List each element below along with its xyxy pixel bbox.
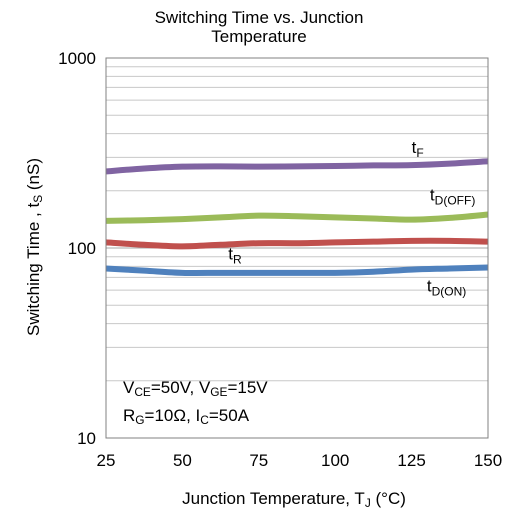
x-tick-label: 75 <box>249 451 268 470</box>
series-label-f: tF <box>412 138 424 160</box>
series-labels: tF tD(OFF) tR tD(ON) <box>228 138 475 298</box>
series-line-f <box>105 158 489 175</box>
plot-frame <box>105 57 489 439</box>
cond-rg-tail: =10Ω, <box>144 406 196 425</box>
cond-ic-tail: =50A <box>208 406 250 425</box>
series-label-doff: tD(OFF) <box>430 186 475 208</box>
x-axis-label-tail: (°C) <box>370 489 406 508</box>
cond-vce-tail: =50V, <box>150 378 199 397</box>
x-axis-label: Junction Temperature, TJ (°C) <box>100 489 488 509</box>
x-tick-label: 125 <box>397 451 425 470</box>
y-tick-label: 1000 <box>58 49 96 68</box>
x-axis-label-main: Junction Temperature, T <box>182 489 365 508</box>
series-line-don <box>105 264 489 277</box>
y-axis-label-sub: S <box>30 194 45 203</box>
cond-vge-main: V <box>198 378 211 397</box>
series-lines <box>105 158 489 277</box>
series-line-doff <box>105 211 489 224</box>
series-label-don: tD(ON) <box>427 276 466 298</box>
cond-vge-tail: =15V <box>227 378 268 397</box>
cond-rg-sub: G <box>135 412 145 427</box>
x-tick-label: 150 <box>474 451 502 470</box>
chart-title-line-2: Temperature <box>211 27 307 46</box>
chart-title-line-1: Switching Time vs. Junction <box>154 8 364 27</box>
cond-vce-main: V <box>123 378 135 397</box>
x-tick-label: 25 <box>97 451 116 470</box>
cond-ic-main: I <box>195 406 201 425</box>
ticks: 10 100 1000 25 50 75 100 125 150 <box>58 49 502 470</box>
y-tick-label: 10 <box>77 429 96 448</box>
grid <box>106 66 488 439</box>
y-tick-label: 100 <box>68 239 96 258</box>
series-line-r <box>105 237 489 250</box>
series-label-r: tR <box>228 245 242 267</box>
x-tick-label: 100 <box>321 451 349 470</box>
conditions-line-2: RG=10Ω, IC=50A <box>123 406 249 426</box>
conditions-line-1: VCE=50V, VGE=15V <box>123 378 268 398</box>
cond-vce-sub: CE <box>134 384 151 399</box>
cond-ic-sub: C <box>200 412 209 427</box>
y-axis-label-main: Switching Time , t <box>24 202 43 336</box>
y-axis-label-tail: (nS) <box>24 158 43 195</box>
cond-vge-sub: GE <box>210 384 228 399</box>
x-axis-label-sub: J <box>364 495 371 510</box>
x-tick-label: 50 <box>173 451 192 470</box>
cond-rg-main: R <box>123 406 136 425</box>
